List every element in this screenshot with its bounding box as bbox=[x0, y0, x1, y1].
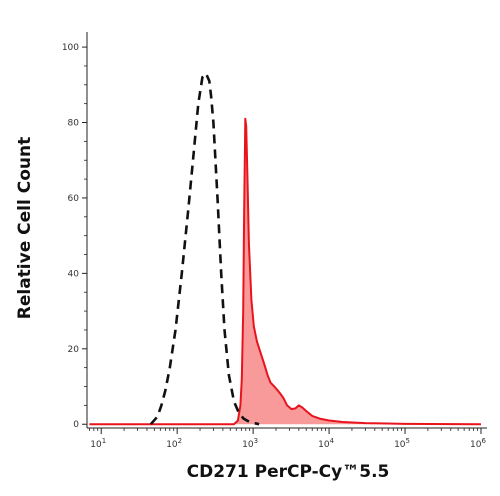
y-tick-label-1: 20 bbox=[68, 345, 80, 355]
y-axis-title: Relative Cell Count bbox=[15, 137, 35, 319]
x-axis-title: CD271 PerCP-Cy™5.5 bbox=[187, 462, 390, 482]
x-tick-label-4: 105 bbox=[394, 437, 410, 450]
x-tick-label-1: 102 bbox=[166, 437, 182, 450]
x-tick-label-0: 101 bbox=[90, 437, 106, 450]
x-tick-label-5: 106 bbox=[470, 437, 486, 450]
y-tick-label-5: 100 bbox=[62, 43, 79, 53]
y-tick-label-2: 40 bbox=[68, 269, 80, 279]
x-tick-label-2: 103 bbox=[242, 437, 258, 450]
y-tick-label-4: 80 bbox=[68, 119, 80, 129]
y-tick-label-0: 0 bbox=[73, 420, 79, 430]
histogram-dashed-1 bbox=[149, 72, 260, 426]
histogram-fill-0 bbox=[89, 118, 482, 425]
x-tick-label-3: 104 bbox=[318, 437, 334, 450]
histogram-outline-0 bbox=[89, 117, 482, 426]
y-tick-label-3: 60 bbox=[68, 194, 80, 204]
